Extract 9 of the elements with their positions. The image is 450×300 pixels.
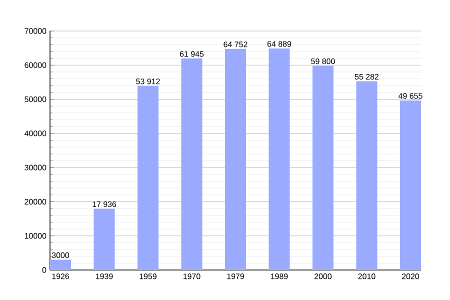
bar (181, 58, 202, 270)
bar (94, 208, 115, 270)
bar (312, 66, 334, 270)
bar (50, 260, 72, 270)
bar (356, 81, 378, 270)
bar (225, 48, 246, 270)
bar (268, 48, 290, 270)
bar (138, 86, 159, 270)
bar (400, 100, 422, 270)
